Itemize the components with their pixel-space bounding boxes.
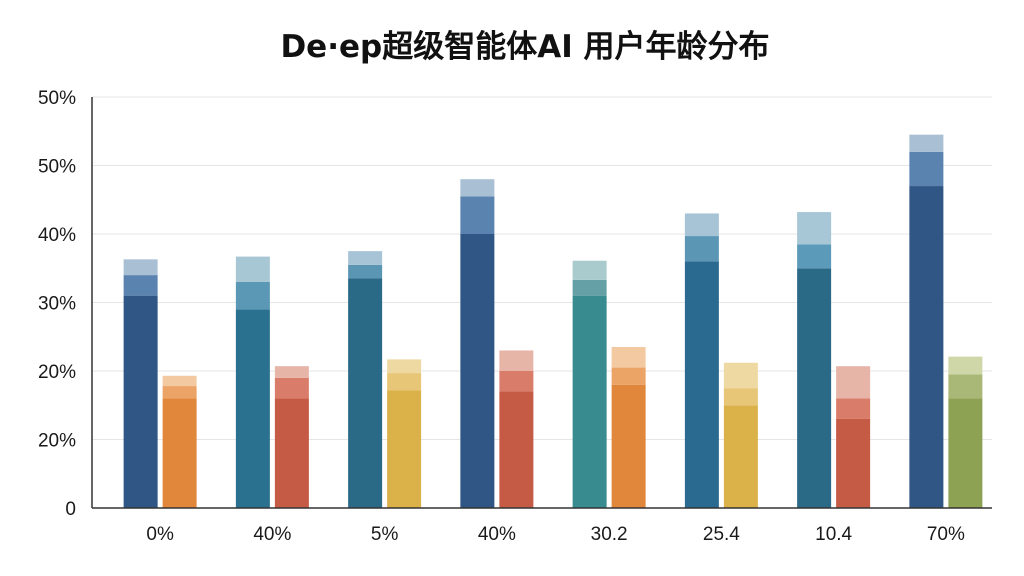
bar-segment (235, 256, 270, 282)
bar-segment (274, 366, 309, 378)
bar-segment (836, 418, 871, 508)
bar-segment (274, 377, 309, 399)
bar-segment (797, 268, 832, 508)
y-tick-label: 40% (38, 225, 76, 246)
bar-segment (836, 398, 871, 419)
bar-segment (723, 388, 758, 406)
y-axis-ticks: 0 20% 20% 30% 40% 50% 50% (38, 88, 76, 520)
bar-segment (162, 375, 197, 387)
bar-segment (123, 259, 158, 276)
bar-segment (235, 309, 270, 508)
bar-segment (572, 279, 607, 296)
bar-segment (723, 405, 758, 508)
x-tick-label: 0% (146, 524, 174, 545)
bar-segment (797, 212, 832, 245)
x-tick-label: 30.2 (591, 524, 628, 545)
bar-segment (572, 295, 607, 508)
bar-segment (684, 213, 719, 237)
bar-segment (909, 134, 944, 152)
x-tick-label: 5% (371, 524, 399, 545)
y-tick-label: 0 (65, 499, 76, 520)
x-axis-ticks: 0% 40% 5% 40% 30.2 25.4 10.4 70% (146, 524, 965, 545)
bar-segment (162, 386, 197, 399)
bar-segment (836, 366, 871, 399)
x-tick-label: 40% (478, 524, 516, 545)
bar-segment (948, 398, 983, 508)
bar-segment (460, 234, 495, 508)
bar-segment (348, 251, 383, 265)
bar-segment (123, 275, 158, 296)
bar-segment (611, 367, 646, 385)
y-tick-label: 20% (38, 362, 76, 383)
bar-segment (162, 398, 197, 508)
bar-segment (948, 374, 983, 399)
bar-segment (348, 278, 383, 508)
bar-segment (611, 384, 646, 508)
y-tick-label: 50% (38, 88, 76, 109)
bar-segment (460, 196, 495, 234)
bar-segment (460, 179, 495, 197)
bar-segment (499, 371, 534, 392)
bar-segment (274, 398, 309, 508)
bar-segment (235, 281, 270, 310)
bar-segment (797, 244, 832, 269)
x-tick-label: 70% (927, 524, 965, 545)
bar-segment (387, 373, 422, 391)
x-tick-label: 25.4 (703, 524, 740, 545)
bar-segment (684, 236, 719, 262)
bar-segment (499, 391, 534, 508)
bar-segment (948, 356, 983, 375)
x-tick-label: 40% (253, 524, 291, 545)
bar-segment (611, 347, 646, 368)
bar-segment (909, 151, 944, 187)
bar-segment (348, 264, 383, 279)
bars (123, 134, 983, 509)
y-tick-label: 30% (38, 294, 76, 315)
bar-segment (684, 261, 719, 508)
y-tick-label: 20% (38, 431, 76, 452)
bar-segment (387, 359, 422, 374)
chart-title: De·ep超级智能体AI 用户年龄分布 (280, 29, 769, 65)
bar-segment (572, 260, 607, 280)
bar-segment (123, 295, 158, 508)
bar-segment (499, 350, 534, 371)
bar-segment (387, 390, 422, 508)
bar-segment (723, 362, 758, 389)
x-tick-label: 10.4 (815, 524, 852, 545)
bar-segment (909, 186, 944, 509)
y-tick-label: 50% (38, 157, 76, 178)
